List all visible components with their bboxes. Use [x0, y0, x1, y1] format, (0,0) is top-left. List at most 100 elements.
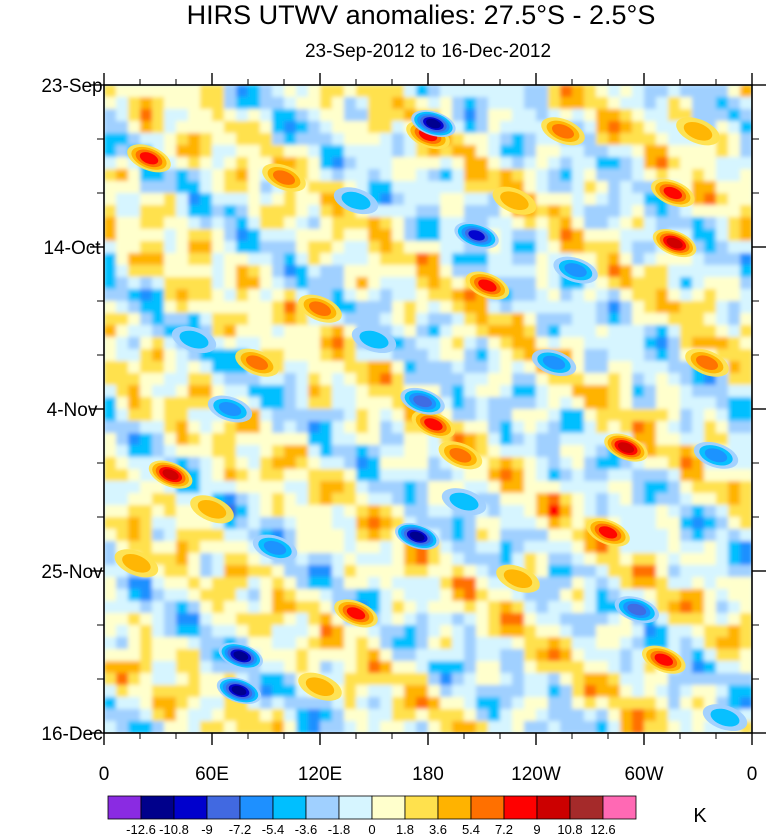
texture-cell: [512, 409, 525, 422]
texture-cell: [404, 685, 417, 698]
texture-cell: [356, 721, 369, 733]
texture-cell: [476, 433, 489, 446]
texture-cell: [716, 121, 729, 134]
texture-cell: [116, 169, 129, 182]
texture-cell: [584, 637, 597, 650]
texture-cell: [164, 229, 177, 242]
texture-cell: [584, 613, 597, 626]
texture-cell: [248, 85, 261, 98]
texture-cell: [320, 565, 333, 578]
texture-cell: [680, 97, 693, 110]
texture-cell: [356, 577, 369, 590]
texture-cell: [404, 277, 417, 290]
texture-cell: [356, 169, 369, 182]
texture-cell: [392, 541, 405, 554]
texture-cell: [140, 433, 153, 446]
texture-cell: [440, 385, 453, 398]
texture-cell: [680, 301, 693, 314]
texture-cell: [152, 589, 165, 602]
texture-cell: [152, 493, 165, 506]
texture-cell: [644, 337, 657, 350]
texture-cell: [560, 97, 573, 110]
texture-cell: [392, 169, 405, 182]
texture-cell: [656, 361, 669, 374]
texture-cell: [644, 361, 657, 374]
texture-cell: [680, 685, 693, 698]
texture-cell: [716, 253, 729, 266]
texture-cell: [644, 481, 657, 494]
texture-cell: [560, 385, 573, 398]
texture-cell: [524, 613, 537, 626]
texture-cell: [596, 685, 609, 698]
texture-cell: [596, 361, 609, 374]
texture-cell: [704, 85, 717, 98]
texture-cell: [284, 709, 297, 722]
texture-cell: [632, 505, 645, 518]
texture-cell: [584, 397, 597, 410]
texture-cell: [488, 169, 501, 182]
texture-cell: [692, 385, 705, 398]
texture-cell: [260, 133, 273, 146]
texture-cell: [428, 685, 441, 698]
texture-cell: [272, 589, 285, 602]
texture-cell: [116, 601, 129, 614]
texture-cell: [560, 553, 573, 566]
texture-cell: [596, 709, 609, 722]
texture-cell: [140, 313, 153, 326]
texture-cell: [224, 325, 237, 338]
texture-cell: [740, 385, 752, 398]
texture-cell: [656, 481, 669, 494]
texture-cell: [440, 361, 453, 374]
texture-cell: [608, 205, 621, 218]
texture-cell: [452, 205, 465, 218]
texture-cell: [500, 697, 513, 710]
texture-cell: [524, 601, 537, 614]
texture-cell: [320, 409, 333, 422]
texture-cell: [584, 421, 597, 434]
texture-cell: [728, 241, 741, 254]
texture-cell: [620, 481, 633, 494]
texture-cell: [464, 313, 477, 326]
texture-cell: [608, 373, 621, 386]
texture-cell: [236, 565, 249, 578]
texture-cell: [236, 721, 249, 733]
texture-cell: [176, 145, 189, 158]
texture-cell: [356, 529, 369, 542]
texture-cell: [320, 229, 333, 242]
texture-cell: [692, 277, 705, 290]
texture-cell: [548, 637, 561, 650]
texture-cell: [704, 505, 717, 518]
texture-cell: [488, 145, 501, 158]
texture-cell: [164, 697, 177, 710]
texture-cell: [632, 109, 645, 122]
texture-cell: [464, 529, 477, 542]
texture-cell: [416, 493, 429, 506]
texture-cell: [380, 553, 393, 566]
texture-cell: [320, 349, 333, 362]
texture-cell: [116, 421, 129, 434]
texture-cell: [188, 193, 201, 206]
texture-cell: [488, 541, 501, 554]
texture-cell: [692, 325, 705, 338]
texture-cell: [692, 553, 705, 566]
texture-cell: [380, 373, 393, 386]
texture-cell: [152, 649, 165, 662]
texture-cell: [740, 133, 752, 146]
texture-cell: [308, 265, 321, 278]
texture-cell: [548, 169, 561, 182]
texture-cell: [152, 313, 165, 326]
texture-cell: [536, 613, 549, 626]
texture-cell: [740, 613, 752, 626]
texture-cell: [728, 589, 741, 602]
texture-cell: [104, 349, 117, 362]
texture-cell: [416, 229, 429, 242]
texture-cell: [188, 277, 201, 290]
x-tick-label: 0: [747, 764, 758, 785]
texture-cell: [512, 649, 525, 662]
texture-cell: [104, 385, 117, 398]
texture-cell: [644, 193, 657, 206]
texture-cell: [104, 97, 117, 110]
texture-cell: [644, 433, 657, 446]
texture-cell: [668, 541, 681, 554]
anomaly-features: [114, 110, 748, 732]
